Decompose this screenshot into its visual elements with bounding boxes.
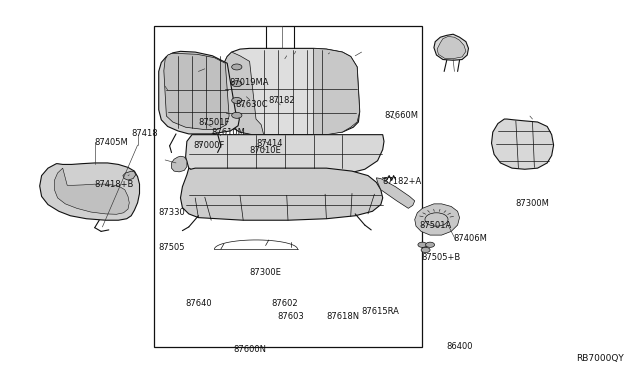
Polygon shape (180, 168, 383, 220)
Text: 87418+B: 87418+B (95, 180, 134, 189)
Text: 87640: 87640 (185, 299, 212, 308)
Text: 87414: 87414 (256, 139, 282, 148)
Circle shape (232, 64, 242, 70)
Circle shape (232, 97, 242, 103)
Polygon shape (123, 171, 136, 180)
Polygon shape (159, 51, 239, 134)
Text: 87000F: 87000F (193, 141, 225, 150)
Text: 87182+A: 87182+A (383, 177, 422, 186)
Text: 86400: 86400 (446, 342, 473, 351)
Text: 87603: 87603 (278, 312, 305, 321)
Text: 87406M: 87406M (453, 234, 487, 243)
Polygon shape (492, 119, 554, 169)
Text: 87501A: 87501A (420, 221, 452, 230)
Text: 87660M: 87660M (384, 111, 418, 120)
Text: 87010E: 87010E (250, 146, 282, 155)
Polygon shape (164, 54, 229, 129)
Circle shape (426, 242, 435, 247)
Circle shape (232, 81, 242, 87)
Text: 87630C: 87630C (236, 100, 268, 109)
Polygon shape (376, 178, 415, 208)
Text: 87610M: 87610M (211, 128, 245, 137)
Text: 87300E: 87300E (250, 268, 282, 277)
Polygon shape (434, 34, 468, 60)
Text: 87618N: 87618N (326, 312, 360, 321)
Polygon shape (224, 48, 360, 135)
Circle shape (421, 247, 430, 253)
Text: 87602: 87602 (271, 299, 298, 308)
Bar (154, 26, 422, 347)
Polygon shape (314, 48, 360, 135)
Text: 87405M: 87405M (95, 138, 129, 147)
Text: 87505+B: 87505+B (421, 253, 460, 262)
Text: 87330: 87330 (159, 208, 186, 217)
Text: 87600N: 87600N (233, 345, 266, 354)
Text: RB7000QY: RB7000QY (576, 354, 624, 363)
Polygon shape (54, 168, 129, 214)
Text: 87300M: 87300M (516, 199, 549, 208)
Polygon shape (224, 52, 264, 135)
Polygon shape (437, 36, 466, 58)
Polygon shape (186, 135, 384, 180)
Circle shape (418, 242, 427, 247)
Text: 87501F: 87501F (198, 118, 230, 127)
Polygon shape (172, 156, 187, 172)
Text: 87418: 87418 (131, 129, 158, 138)
Text: 87615RA: 87615RA (362, 307, 399, 316)
Polygon shape (415, 204, 460, 235)
Text: 87019MA: 87019MA (229, 78, 269, 87)
Circle shape (232, 112, 242, 118)
Polygon shape (40, 163, 140, 220)
Text: 87182: 87182 (269, 96, 296, 105)
Text: 87505: 87505 (159, 243, 185, 252)
